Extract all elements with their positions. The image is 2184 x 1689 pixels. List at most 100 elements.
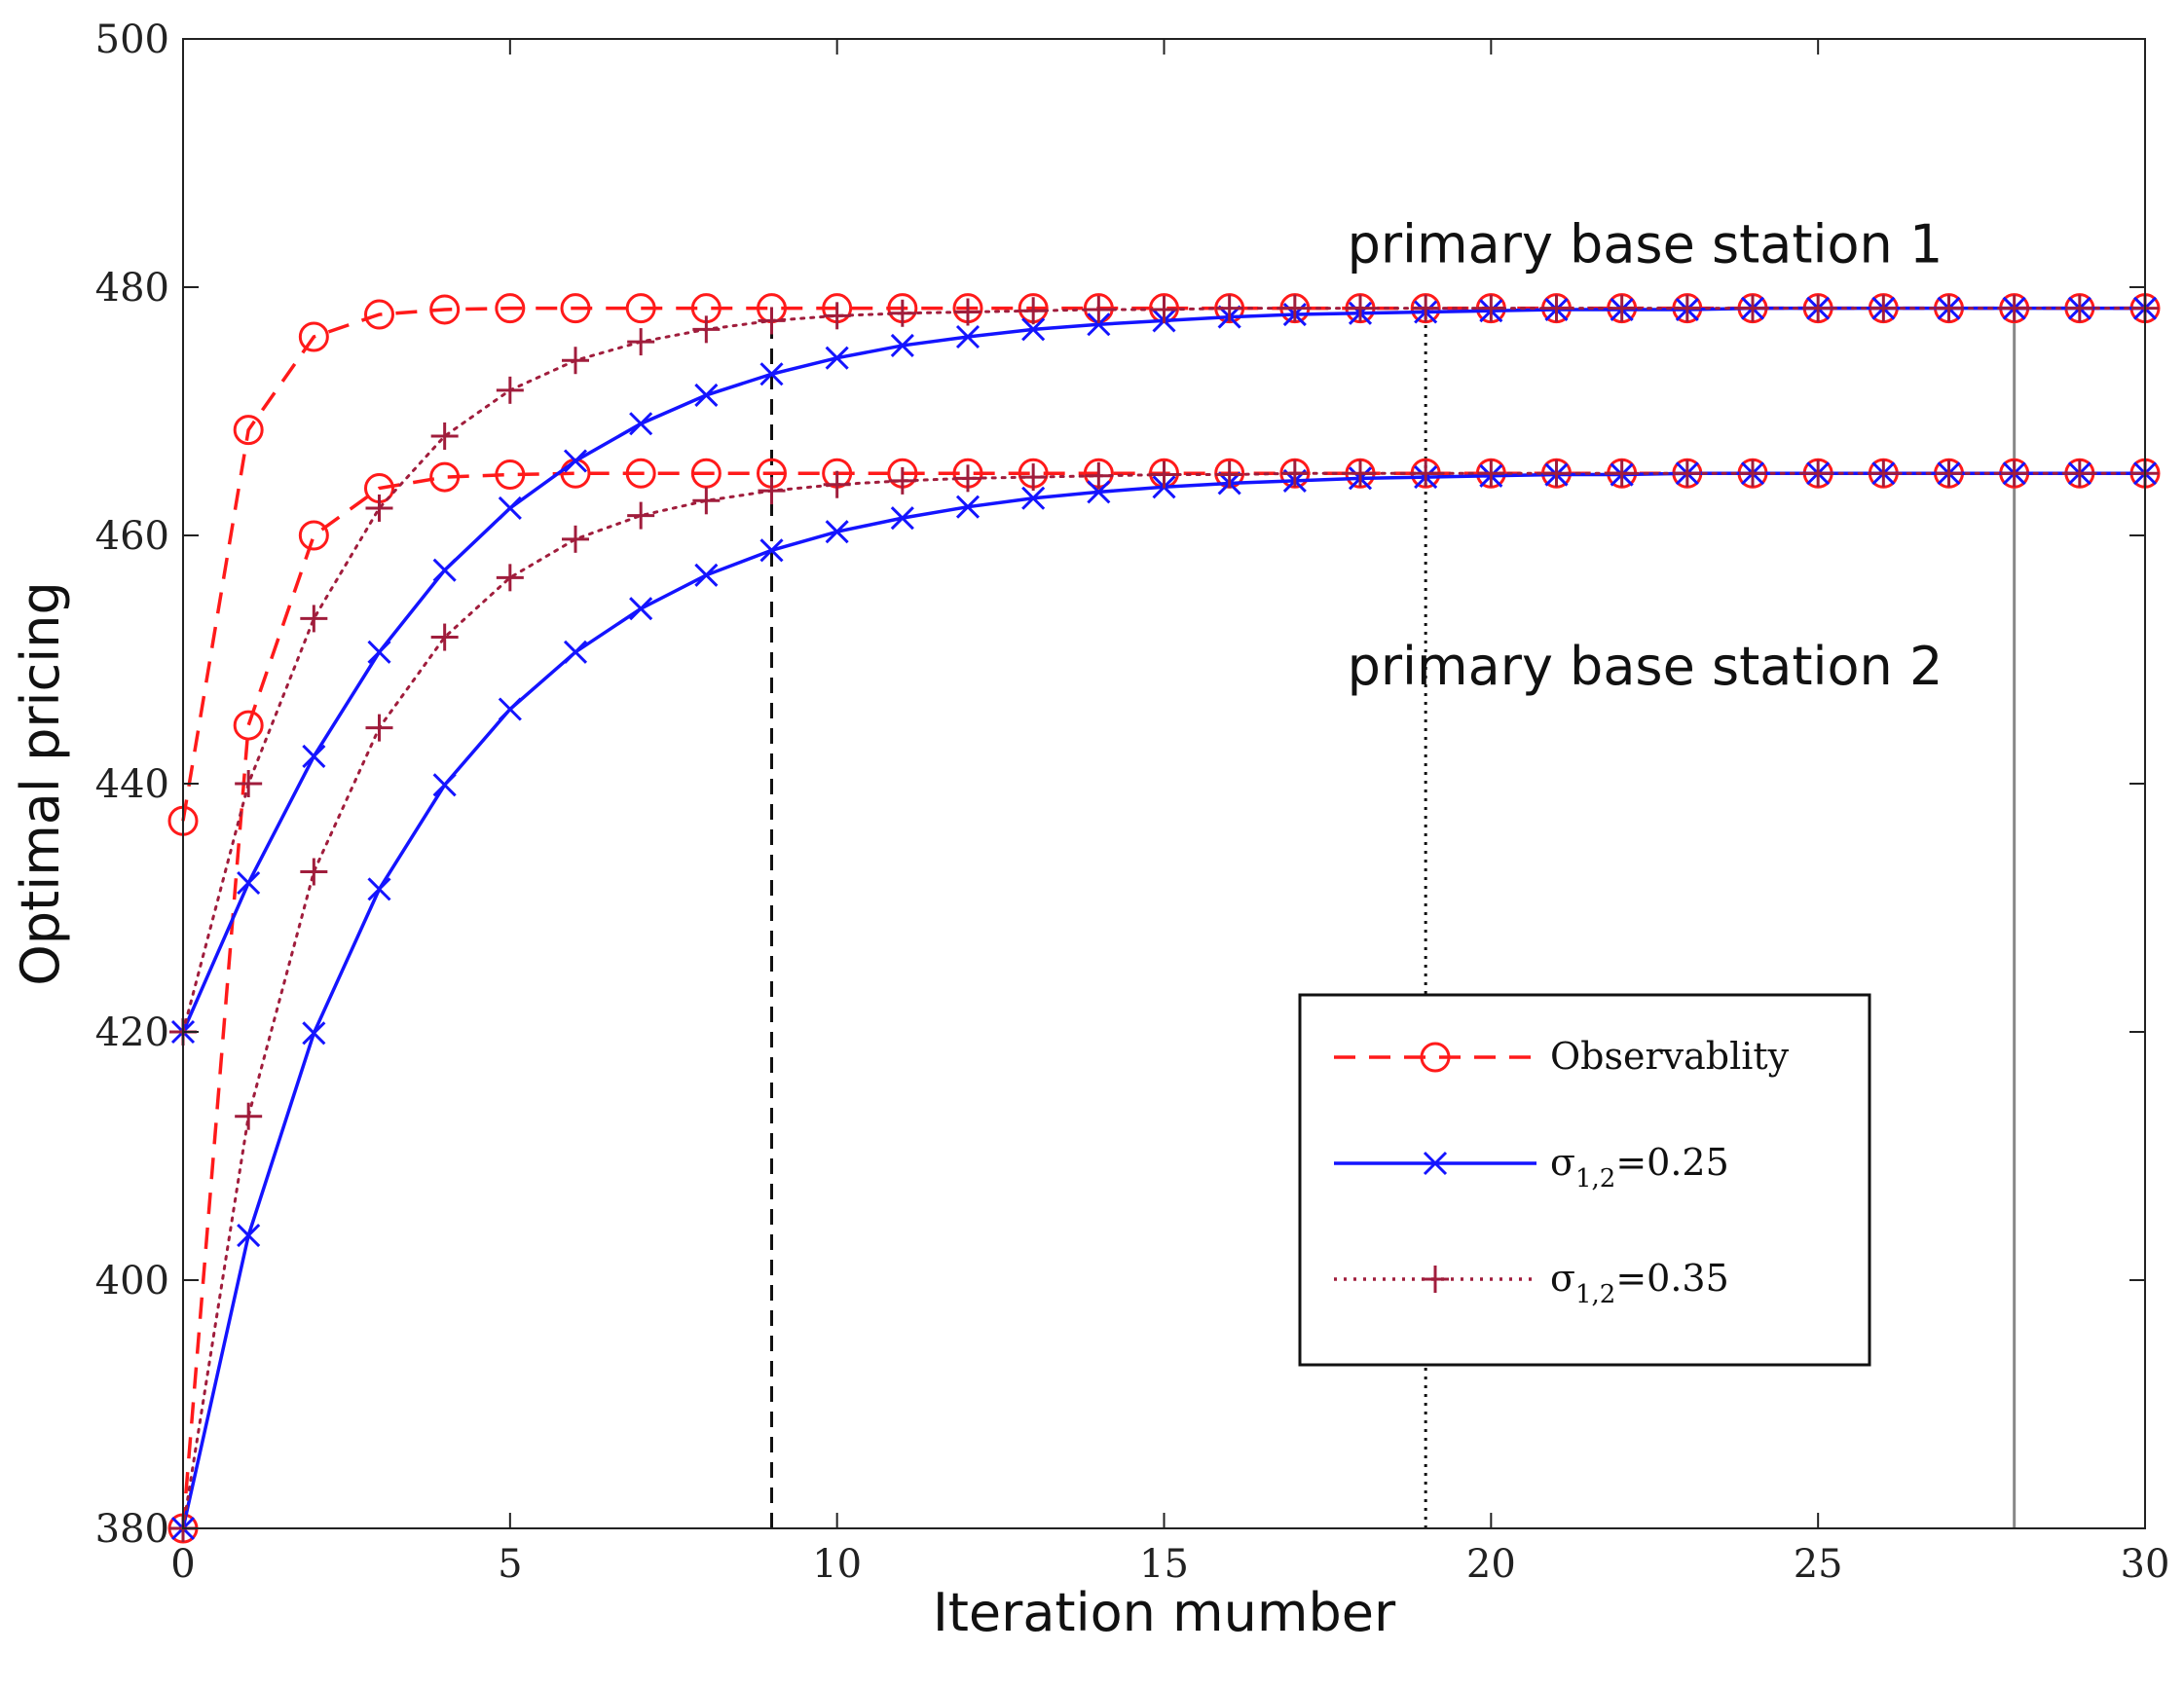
data-point (1019, 297, 1048, 325)
x-tick-label: 20 (1466, 1542, 1516, 1587)
data-point (365, 494, 393, 522)
data-point (1085, 295, 1113, 323)
data-point (955, 495, 981, 519)
data-point (2065, 294, 2093, 322)
data-point (1477, 459, 1505, 488)
data-point (235, 770, 263, 797)
data-point (496, 376, 524, 404)
data-point (888, 466, 916, 495)
x-tick-label: 0 (170, 1542, 195, 1587)
data-point (563, 449, 588, 473)
data-point (825, 346, 849, 370)
data-point (1280, 459, 1309, 488)
data-point (629, 412, 653, 436)
data-point (890, 333, 914, 357)
series-layer (167, 293, 2161, 1544)
data-point (432, 773, 457, 797)
data-point (1935, 459, 1963, 488)
data-point (429, 461, 461, 493)
data-point (496, 564, 524, 592)
data-point (1542, 294, 1571, 322)
legend-swatch-marker (1423, 1151, 1448, 1176)
annotation-station-1: primary base station 1 (1348, 214, 1943, 275)
data-point (955, 324, 981, 349)
data-point (1804, 294, 1832, 322)
y-tick-label: 400 (95, 1259, 169, 1303)
data-point (430, 422, 459, 450)
data-point (367, 640, 391, 664)
legend: Observablity σ1,2=0.25 σ1,2=0.35 (1298, 993, 1871, 1367)
data-point (562, 525, 589, 553)
data-point (495, 293, 526, 324)
data-point (692, 315, 721, 344)
data-point (1347, 459, 1374, 488)
series-observ-0 (167, 293, 2161, 836)
data-point (1087, 312, 1111, 337)
data-point (888, 299, 916, 327)
data-point (625, 293, 656, 324)
legend-label: σ1,2=0.35 (1550, 1257, 1729, 1309)
data-point (233, 415, 264, 446)
data-point (429, 294, 461, 325)
y-tick-label: 460 (95, 514, 169, 559)
data-point (300, 605, 328, 633)
y-tick-label: 500 (95, 18, 169, 62)
data-point (364, 299, 394, 330)
data-point (365, 714, 393, 742)
data-point (1673, 459, 1701, 488)
data-point (1412, 459, 1440, 488)
data-point (1215, 460, 1243, 489)
y-tick-label: 440 (95, 762, 169, 807)
data-point (2000, 294, 2028, 322)
data-point (1542, 459, 1571, 488)
data-point (627, 501, 655, 530)
y-axis-label: Optimal pricing (10, 581, 71, 986)
annotation-station-2: primary base station 2 (1348, 636, 1943, 697)
data-point (298, 321, 329, 352)
data-point (237, 870, 261, 896)
data-point (1673, 294, 1701, 322)
y-tick-label: 480 (95, 266, 169, 311)
series-line (181, 306, 2145, 822)
data-point (759, 538, 784, 563)
data-point (1280, 294, 1309, 322)
data-point (1608, 459, 1636, 488)
data-point (694, 383, 719, 407)
data-point (1804, 459, 1832, 488)
data-point (1412, 294, 1440, 322)
data-point (692, 487, 721, 515)
data-point (237, 1224, 261, 1248)
legend-box (1298, 993, 1871, 1367)
data-point (1215, 294, 1243, 322)
data-point (625, 458, 656, 489)
data-point (1087, 480, 1111, 504)
data-point (1739, 459, 1766, 488)
data-point (498, 496, 522, 521)
data-point (954, 298, 981, 326)
legend-swatch-marker (1422, 1266, 1449, 1293)
legend-label: σ1,2=0.25 (1550, 1141, 1729, 1193)
y-tick-label: 380 (95, 1507, 169, 1552)
data-point (1150, 460, 1178, 489)
legend-item-observ: Observablity (1334, 1035, 1790, 1078)
data-point (627, 328, 655, 356)
data-point (498, 697, 522, 721)
data-point (298, 520, 329, 551)
y-tick-label: 420 (95, 1010, 169, 1055)
x-tick-label: 15 (1139, 1542, 1189, 1587)
data-point (562, 347, 589, 375)
data-point (302, 1021, 326, 1046)
data-point (432, 558, 457, 582)
data-point (1150, 295, 1178, 323)
data-point (1021, 486, 1046, 510)
x-tick-label: 5 (498, 1542, 522, 1587)
data-point (629, 597, 653, 621)
axis-ticks: 0 5 10 15 20 25 30 380 400 420 440 460 480 500 (95, 18, 2170, 1587)
x-axis-label: Iteration mumber (933, 1582, 1396, 1643)
data-point (1085, 461, 1113, 490)
data-point (690, 458, 722, 489)
data-point (367, 877, 391, 901)
data-point (1869, 294, 1898, 322)
data-point (300, 858, 328, 886)
data-point (694, 563, 719, 587)
